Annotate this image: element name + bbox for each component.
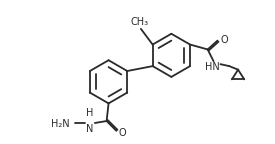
Text: H₂N: H₂N bbox=[51, 119, 69, 129]
Text: O: O bbox=[221, 35, 228, 45]
Text: HN: HN bbox=[205, 62, 220, 72]
Text: N: N bbox=[86, 124, 94, 134]
Text: O: O bbox=[118, 128, 126, 138]
Text: CH₃: CH₃ bbox=[131, 17, 149, 27]
Text: H: H bbox=[86, 108, 94, 118]
